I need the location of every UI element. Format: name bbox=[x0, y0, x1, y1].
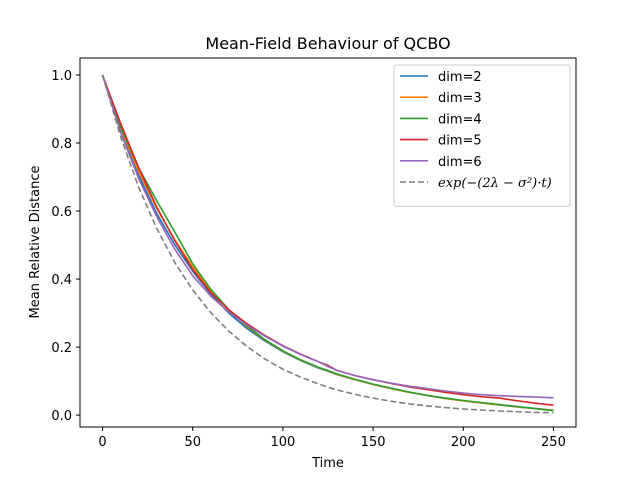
legend-label: exp(−(2λ − σ²)·t) bbox=[438, 176, 552, 191]
y-tick-label: 0.4 bbox=[51, 273, 72, 288]
x-tick-label: 250 bbox=[541, 435, 566, 450]
series-line-3 bbox=[101, 74, 554, 412]
series-line-5 bbox=[101, 74, 554, 399]
legend: dim=2 dim=3 dim=4 dim=5 dim=6 exp(−(2λ − σ²)·… bbox=[393, 64, 571, 207]
x-tick-label: 100 bbox=[270, 435, 295, 450]
y-tick-label: 1.0 bbox=[51, 69, 72, 84]
legend-box bbox=[393, 64, 571, 207]
x-axis-label: Time bbox=[311, 456, 344, 471]
x-axis: 0 50 100 150 200 250 bbox=[98, 427, 566, 450]
y-tick-label: 0.8 bbox=[51, 137, 72, 152]
series-group bbox=[101, 74, 554, 414]
legend-label: dim=4 bbox=[438, 112, 482, 127]
series-line-6 bbox=[101, 74, 554, 414]
legend-label: dim=5 bbox=[438, 134, 482, 149]
plot-frame bbox=[79, 57, 577, 428]
legend-label: dim=3 bbox=[438, 91, 482, 106]
y-axis: 0.0 0.2 0.4 0.6 0.8 1.0 bbox=[51, 69, 80, 424]
legend-label: dim=2 bbox=[438, 70, 482, 85]
y-tick-label: 0.0 bbox=[51, 409, 72, 424]
legend-label: dim=6 bbox=[438, 155, 482, 170]
x-tick-label: 200 bbox=[451, 435, 476, 450]
y-axis-label: Mean Relative Distance bbox=[28, 166, 43, 319]
chart-title: Mean-Field Behaviour of QCBO bbox=[205, 34, 450, 53]
series-line-4 bbox=[101, 74, 554, 406]
x-tick-label: 150 bbox=[361, 435, 386, 450]
x-tick-label: 0 bbox=[98, 435, 106, 450]
x-tick-label: 50 bbox=[184, 435, 201, 450]
y-tick-label: 0.2 bbox=[51, 341, 72, 356]
y-tick-label: 0.6 bbox=[51, 205, 72, 220]
